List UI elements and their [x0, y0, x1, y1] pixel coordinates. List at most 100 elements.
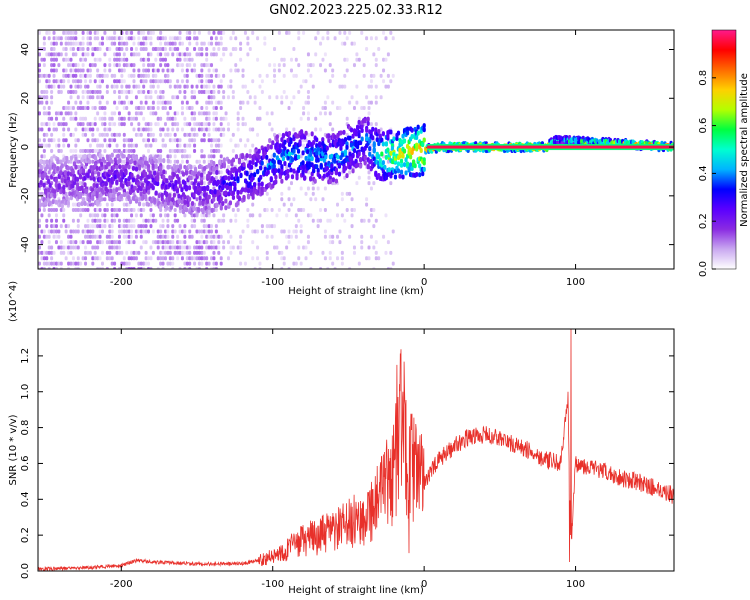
spectrogram-cell: [149, 52, 153, 57]
spectrogram-cell: [62, 132, 66, 137]
spectrogram-cell: [360, 240, 364, 245]
spectrogram-cell: [212, 47, 216, 52]
spectrogram-cell: [159, 213, 163, 218]
spectrogram-cell: [54, 68, 58, 73]
spectrogram-cell: [134, 95, 138, 100]
spectrogram-cell: [287, 30, 291, 35]
spectrogram-cell: [224, 175, 228, 181]
spectrogram-cell: [64, 122, 68, 127]
spectrogram-cell: [38, 30, 41, 35]
spectrogram-cell: [212, 95, 216, 100]
spectrogram-cell: [120, 41, 124, 46]
spectrogram-cell: [130, 256, 134, 261]
spectrogram-cell: [200, 79, 204, 84]
spectrogram-cell: [316, 157, 320, 163]
spectrogram-cell: [251, 127, 255, 132]
spectrogram-cell: [422, 137, 426, 143]
spectrogram-cell: [139, 100, 143, 105]
spectrogram-cell: [69, 240, 73, 245]
spectrogram-cell: [48, 182, 52, 188]
spectrogram-cell: [178, 138, 182, 143]
spectrogram-cell: [159, 89, 163, 94]
spectrogram-cell: [134, 47, 138, 52]
spectrogram-cell: [195, 240, 199, 245]
spectrogram-cell: [336, 154, 340, 160]
spectrogram-cell: [207, 41, 211, 46]
spectrogram-cell: [130, 218, 134, 223]
spectrogram-cell: [45, 122, 49, 127]
spectrogram-cell: [188, 30, 192, 35]
spectrogram-cell: [217, 84, 221, 89]
spectrogram-cell: [178, 240, 182, 245]
spectrogram-cell: [396, 130, 401, 136]
spectrogram-cell: [251, 160, 255, 166]
spectrogram-cell: [206, 186, 210, 192]
spectrogram-cell: [67, 159, 71, 164]
spectrogram-cell: [306, 68, 310, 73]
spectrogram-cell: [372, 224, 376, 229]
spectrogram-cell: [229, 36, 233, 41]
spectrogram-cell: [202, 132, 206, 137]
spectrogram-cell: [144, 100, 148, 105]
spectrogram-cell: [40, 229, 44, 234]
spectrogram-cell: [163, 229, 167, 234]
spectrogram-cell: [76, 47, 80, 52]
spectrogram-cell: [265, 191, 269, 196]
spectrogram-cell: [200, 73, 204, 78]
spectrogram-cell: [193, 116, 197, 121]
spectrogram-cell: [218, 159, 222, 165]
spectrogram-cell: [93, 218, 97, 223]
spectrogram-cell: [86, 224, 90, 229]
spectrogram-cell: [105, 47, 109, 52]
spectrogram-cell: [142, 84, 146, 89]
spectrogram-cell: [108, 224, 112, 229]
snr-x-label: Height of straight line (km): [288, 585, 424, 596]
spectrogram-cell: [136, 174, 140, 180]
spectrogram-cell: [173, 148, 177, 153]
spectrogram-cell: [226, 127, 230, 132]
spectrogram-cell: [369, 79, 373, 84]
spectrogram-cell: [144, 41, 148, 46]
spectrogram-cell: [246, 89, 250, 94]
spectrogram-cell: [125, 63, 129, 68]
spectrogram-cell: [212, 234, 216, 239]
spectrogram-cell: [190, 256, 194, 261]
spectrogram-cell: [374, 218, 378, 223]
spectrogram-cell: [322, 173, 326, 179]
spectrogram-cell: [321, 197, 325, 202]
spectrogram-cell: [200, 213, 204, 218]
spectrogram-cell: [120, 73, 124, 78]
spectrogram-cell: [207, 100, 211, 105]
spectrogram-cell: [201, 200, 205, 206]
spectrogram-cell: [147, 127, 151, 132]
spectrogram-cell: [117, 186, 121, 191]
spectrogram-cell: [331, 234, 335, 239]
spectrogram-cell: [205, 84, 209, 89]
spectrogram-cell: [369, 100, 373, 105]
spectrogram-cell: [343, 57, 347, 62]
spectrogram-cell: [117, 111, 121, 116]
spectrogram-cell: [367, 100, 371, 105]
spectrogram-cell: [168, 182, 172, 188]
spectrogram-cell: [98, 240, 102, 245]
spectrogram-cell: [122, 148, 126, 153]
spectrogram-cell: [115, 106, 119, 111]
spectrogram-cell: [219, 122, 223, 127]
spectrogram-cell: [86, 218, 90, 223]
spectrogram-cell: [125, 30, 129, 35]
spectrogram-cell: [81, 168, 86, 174]
spectrogram-cell: [101, 156, 105, 162]
spectrogram-cell: [212, 160, 216, 166]
spectrogram-cell: [384, 57, 388, 62]
spectrogram-cell: [348, 30, 352, 35]
spectrogram-cell: [384, 213, 388, 218]
spectrogram-cell: [47, 207, 51, 212]
spectrogram-cell: [161, 256, 165, 261]
spectrogram-cell: [38, 234, 41, 239]
spectrogram-cell: [190, 106, 194, 111]
colorbar-gradient: [711, 29, 737, 270]
spectrogram-cell: [98, 143, 102, 148]
spectrogram-cell: [309, 250, 313, 255]
spectrogram-cell: [281, 156, 285, 162]
spectrogram-cell: [265, 154, 269, 160]
